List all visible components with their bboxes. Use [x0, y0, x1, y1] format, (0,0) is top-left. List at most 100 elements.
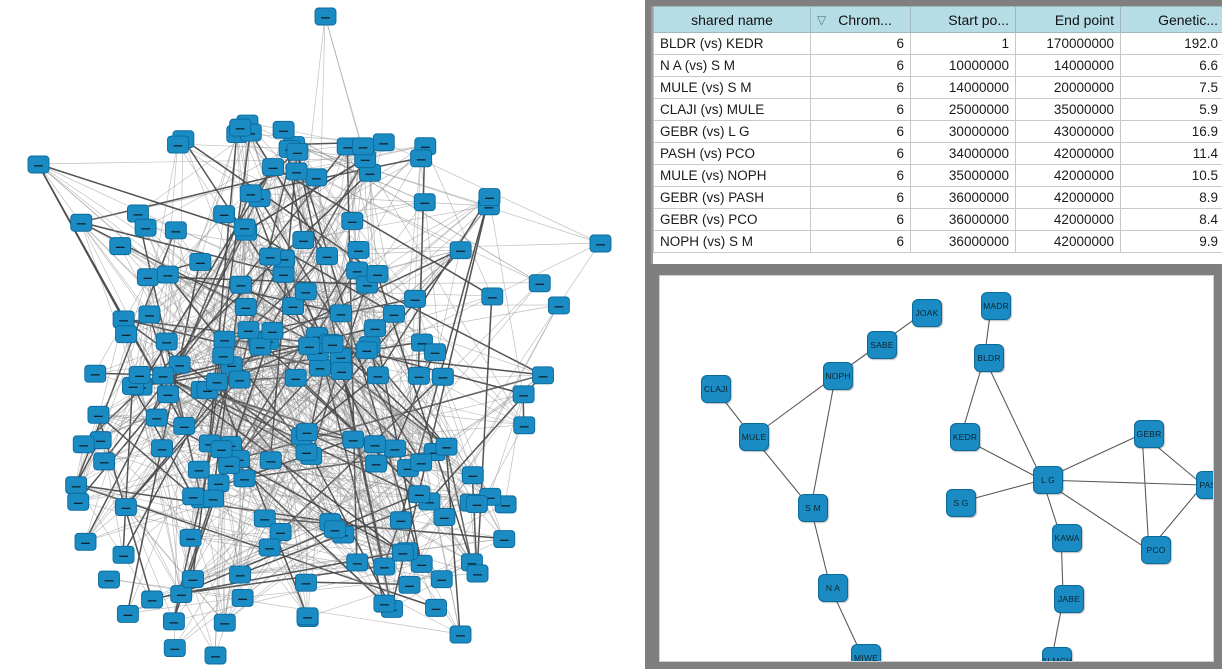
overview-node[interactable]	[156, 385, 179, 404]
edge-table-body[interactable]: BLDR (vs) KEDR 6 1 170000000 192.0 N A (vs) S…	[653, 32, 1222, 253]
overview-node[interactable]	[116, 605, 139, 623]
overview-node[interactable]	[478, 188, 501, 207]
overview-node[interactable]	[253, 509, 276, 528]
overview-node[interactable]	[286, 142, 309, 161]
overview-node[interactable]	[229, 565, 252, 584]
overview-node[interactable]	[237, 321, 260, 340]
overview-node[interactable]	[410, 453, 433, 472]
overview-node[interactable]	[330, 362, 353, 381]
overview-node[interactable]	[213, 613, 236, 632]
detail-node-lg[interactable]: L G	[1033, 466, 1063, 494]
overview-node[interactable]	[167, 135, 189, 154]
overview-node[interactable]	[449, 625, 472, 644]
detail-node-sabe[interactable]: SABE	[867, 331, 897, 359]
overview-node[interactable]	[262, 158, 285, 177]
detail-node-joak[interactable]: JOAK	[912, 299, 942, 327]
overview-node[interactable]	[138, 305, 161, 324]
overview-node[interactable]	[228, 370, 251, 389]
overview-node[interactable]	[342, 430, 365, 449]
column-header-chromosome[interactable]: ▽ Chrom...	[810, 6, 911, 33]
table-row[interactable]: NOPH (vs) S M 6 36000000 42000000 9.9	[653, 230, 1222, 253]
overview-node[interactable]	[229, 118, 252, 137]
overview-node[interactable]	[346, 553, 369, 572]
detail-node-gebr[interactable]: GEBR	[1134, 420, 1164, 448]
detail-edge[interactable]	[983, 357, 1043, 481]
detail-node-sg[interactable]: S G	[946, 489, 976, 517]
overview-node[interactable]	[391, 543, 414, 562]
overview-node[interactable]	[425, 598, 447, 617]
table-row[interactable]: GEBR (vs) PASH 6 36000000 42000000 8.9	[653, 186, 1222, 209]
overview-node[interactable]	[481, 287, 504, 306]
overview-node[interactable]	[314, 7, 337, 26]
table-row[interactable]: GEBR (vs) L G 6 30000000 43000000 16.9	[653, 120, 1222, 143]
overview-node[interactable]	[365, 454, 388, 473]
overview-node[interactable]	[347, 241, 370, 259]
overview-node[interactable]	[170, 585, 193, 603]
detail-node-sm[interactable]: S M	[798, 494, 828, 522]
table-row[interactable]: N A (vs) S M 6 10000000 14000000 6.6	[653, 54, 1222, 77]
overview-node[interactable]	[269, 523, 292, 541]
overview-node[interactable]	[155, 332, 178, 351]
detail-network-canvas[interactable]: CLAJI MULE NOPH SABE JOAK S M N A MIWE MADR BLDR K…	[659, 275, 1214, 662]
overview-node[interactable]	[366, 265, 389, 283]
overview-node[interactable]	[272, 120, 295, 139]
overview-node[interactable]	[364, 319, 387, 338]
overview-node[interactable]	[134, 218, 157, 237]
overview-node[interactable]	[114, 498, 137, 517]
overview-node[interactable]	[162, 612, 185, 631]
overview-node[interactable]	[292, 231, 315, 249]
detail-edge[interactable]	[1141, 433, 1150, 551]
overview-node[interactable]	[141, 590, 164, 609]
overview-node[interactable]	[373, 594, 396, 613]
overview-node[interactable]	[364, 435, 386, 454]
overview-node[interactable]	[321, 335, 344, 354]
overview-node[interactable]	[285, 162, 308, 181]
overview-node[interactable]	[430, 570, 453, 589]
overview-node[interactable]	[74, 532, 97, 551]
overview-node[interactable]	[182, 570, 204, 589]
detail-node-kedr[interactable]: KEDR	[950, 423, 980, 451]
overview-node[interactable]	[27, 155, 50, 174]
detail-node-claji[interactable]: CLAJI	[701, 375, 731, 403]
overview-node[interactable]	[212, 346, 235, 365]
overview-node[interactable]	[528, 274, 551, 293]
detail-edge[interactable]	[810, 375, 836, 509]
edge-table[interactable]: shared name ▽ Chrom... Start po... End p…	[653, 6, 1222, 253]
overview-node[interactable]	[233, 469, 256, 488]
overview-node[interactable]	[408, 485, 431, 504]
overview-node[interactable]	[296, 607, 319, 626]
overview-node[interactable]	[115, 325, 137, 344]
overview-node[interactable]	[98, 570, 120, 589]
overview-node[interactable]	[231, 588, 254, 607]
detail-node-pco[interactable]: PCO	[1141, 536, 1171, 564]
overview-node[interactable]	[152, 366, 175, 385]
table-row[interactable]: PASH (vs) PCO 6 34000000 42000000 11.4	[653, 142, 1222, 165]
detail-edge[interactable]	[1042, 479, 1204, 486]
overview-node[interactable]	[259, 247, 282, 266]
detail-node-pash[interactable]: PASH	[1196, 471, 1213, 499]
overview-node[interactable]	[72, 435, 95, 454]
overview-node[interactable]	[413, 193, 436, 212]
overview-node[interactable]	[298, 336, 321, 355]
overview-node[interactable]	[407, 366, 430, 385]
detail-node-madr[interactable]: MADR	[981, 292, 1011, 320]
overview-node[interactable]	[330, 304, 352, 323]
overview-node[interactable]	[589, 234, 612, 253]
overview-node[interactable]	[398, 575, 421, 594]
detail-node-na[interactable]: N A	[818, 574, 848, 602]
overview-node[interactable]	[466, 564, 489, 583]
overview-network-panel[interactable]: ▬▬ ▬▬ ▬▬ ▬▬ ▬▬ ▬▬ ▬▬ ▬▬ ▬▬ ▬▬ ▬▬ ▬▬ ▬▬ ▬▬ ▬▬ ▬▬ ▬▬ ▬▬ ▬▬ ▬▬…	[0, 0, 645, 669]
column-header-genetic[interactable]: Genetic...	[1120, 6, 1222, 33]
overview-node[interactable]	[424, 343, 447, 362]
edge-table-scroll[interactable]: shared name ▽ Chrom... Start po... End p…	[651, 6, 1222, 264]
overview-node[interactable]	[295, 423, 318, 442]
overview-node[interactable]	[112, 545, 135, 564]
table-row[interactable]: GEBR (vs) PCO 6 36000000 42000000 8.4	[653, 208, 1222, 231]
overview-node[interactable]	[435, 437, 458, 456]
overview-node[interactable]	[249, 337, 272, 356]
overview-node[interactable]	[189, 252, 212, 271]
overview-node[interactable]	[233, 218, 256, 237]
overview-node[interactable]	[355, 341, 378, 360]
overview-node[interactable]	[449, 241, 472, 260]
overview-node[interactable]	[284, 368, 307, 387]
